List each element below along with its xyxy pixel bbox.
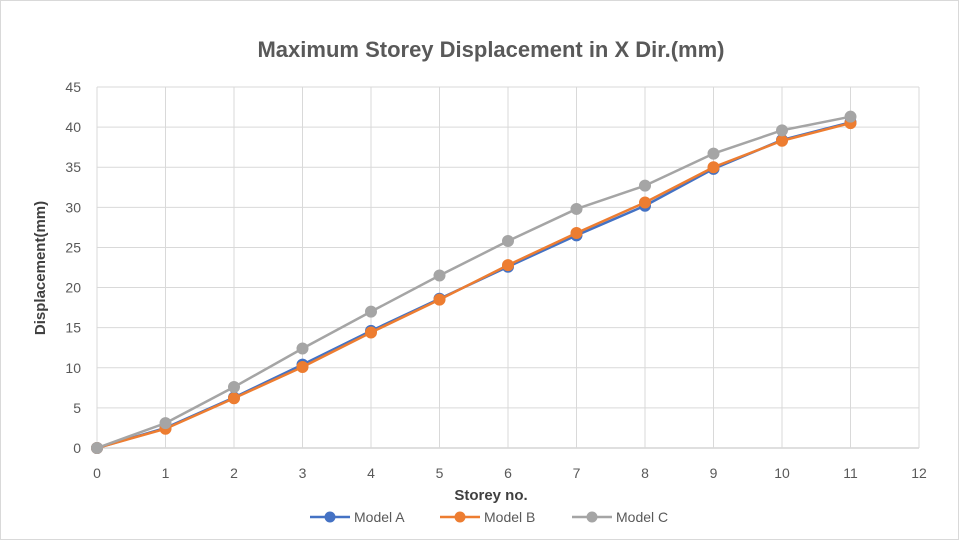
y-tick-label: 25 [65,239,81,255]
data-point [159,417,172,430]
x-tick-label: 6 [504,465,512,481]
data-point [433,293,446,306]
data-point [91,442,103,454]
data-point [365,326,377,339]
x-tick-label: 9 [710,465,718,481]
data-point [570,227,583,240]
y-tick-label: 15 [65,320,81,336]
legend-label: Model C [616,509,668,525]
legend-marker [324,511,336,523]
x-tick-label: 12 [911,465,927,481]
legend-marker [454,511,466,523]
legend-item: Model C [572,509,668,525]
x-axis-title: Storey no. [454,487,527,504]
data-point [502,235,514,248]
series-line [96,121,851,450]
x-tick-label: 3 [299,465,307,481]
series-model-b [91,117,857,454]
data-point [707,147,720,160]
series-lines [91,110,857,454]
y-tick-label: 20 [65,280,81,296]
x-tick-label: 5 [436,465,444,481]
data-point [228,381,240,394]
y-tick-label: 10 [65,360,81,376]
data-point [433,269,446,282]
x-tick-label: 11 [843,465,858,481]
series-model-c [91,110,857,454]
data-point [844,110,857,123]
legend-item: Model A [310,509,405,525]
legend-item: Model B [440,509,535,525]
y-tick-label: 5 [73,400,81,416]
data-point [639,196,651,209]
y-tick-label: 30 [65,199,81,215]
legend-label: Model A [354,509,405,525]
legend: Model A Model B Model C [310,509,668,525]
x-tick-label: 10 [774,465,790,481]
data-point [296,342,309,355]
data-point [228,392,240,405]
y-tick-label: 45 [65,79,81,95]
data-point [570,202,583,215]
legend-marker [586,511,598,523]
data-point [365,305,377,318]
y-tick-label: 0 [73,440,81,456]
data-point [707,161,720,174]
x-tick-label: 4 [367,465,375,481]
legend-label: Model B [484,509,535,525]
data-point [639,179,651,192]
chart-title: Maximum Storey Displacement in X Dir.(mm… [257,37,724,62]
x-tick-label: 1 [162,465,170,481]
y-tick-label: 35 [65,159,81,175]
x-tick-label: 0 [93,465,101,481]
x-tick-label: 8 [641,465,649,481]
data-point [502,259,514,272]
x-tick-label: 2 [230,465,238,481]
data-point [776,134,788,147]
data-point [776,124,788,137]
gridlines [96,86,920,449]
y-axis-title: Displacement(mm) [32,201,49,335]
y-tick-label: 40 [65,119,81,135]
x-tick-label: 7 [573,465,581,481]
series-line [96,115,851,450]
data-point [296,360,309,373]
